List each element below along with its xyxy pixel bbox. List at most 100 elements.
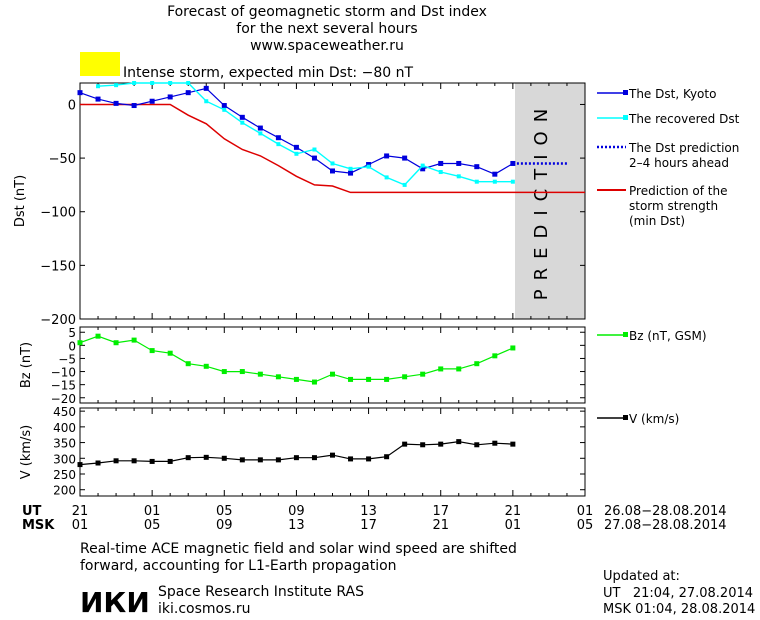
speed-point [438, 441, 444, 447]
y-tick-label: −150 [40, 259, 76, 274]
storm-strength-prediction-line [80, 103, 585, 194]
speed-point [330, 452, 335, 458]
bz-point [293, 376, 299, 382]
y-tick-label: 300 [53, 452, 76, 466]
speed-point [348, 456, 354, 462]
msk-axis-label: MSK [22, 518, 55, 533]
y-tick-label: −15 [51, 379, 76, 393]
dst-kyoto-point [420, 166, 426, 172]
speed-point [131, 458, 137, 464]
chart-title-line2: for the next several hours [236, 21, 417, 37]
ut-tick-label: 21 [505, 504, 522, 519]
storm-strength-legend-label: (min Dst) [629, 214, 685, 228]
dst-recovered-point [510, 179, 515, 184]
bz-legend-marker [623, 332, 628, 337]
dst-prediction-legend-label: The Dst prediction [628, 141, 739, 155]
dst-recovered-point [276, 142, 281, 147]
bz-point [384, 376, 390, 382]
ut-tick-label: 05 [216, 504, 233, 519]
speed-plot-frame [79, 407, 586, 497]
dst-legend: The Dst, Kyoto The recovered Dst The Dst p… [597, 87, 740, 228]
bz-point [221, 369, 227, 375]
bz-point [366, 376, 372, 382]
speed-line [79, 440, 513, 466]
bz-legend-label: Bz (nT, GSM) [629, 329, 707, 343]
updated-msk: MSK 01:04, 28.08.2014 [603, 602, 755, 617]
bz-point [275, 374, 281, 380]
dst-recovered-point [420, 163, 425, 168]
bz-point [420, 371, 426, 377]
speed-legend: V (km/s) [597, 412, 679, 426]
bz-point [510, 345, 516, 351]
storm-strength-legend-label: Prediction of the [629, 184, 728, 198]
dst-series-layer [77, 81, 585, 194]
speed-point [420, 442, 426, 448]
speed-point [293, 455, 299, 461]
y-tick-label: −20 [51, 392, 76, 406]
dst-recovered-point [330, 161, 335, 166]
msk-tick-label: 13 [288, 518, 305, 533]
speed-point [185, 455, 191, 461]
dst-kyoto-point [293, 144, 299, 150]
bz-point [167, 350, 173, 356]
y-tick-label: 0 [68, 98, 76, 113]
msk-date-range: 27.08−28.08.2014 [604, 518, 727, 533]
ut-axis-label: UT [22, 504, 42, 519]
ut-tick-label: 17 [432, 504, 449, 519]
chart-title-url: www.spaceweather.ru [250, 38, 404, 54]
msk-tick-label: 01 [72, 518, 89, 533]
speed-point [167, 458, 173, 464]
dst-recovered-point [114, 83, 119, 88]
iki-logo: ИКИ [80, 586, 150, 619]
bz-panel: 50−5−10−15−20 Bz (nT) Bz (nT, GSM) [19, 326, 707, 406]
speed-point [257, 457, 263, 463]
y-tick-label: 400 [53, 421, 76, 435]
speed-point [275, 457, 281, 463]
dst-recovered-point [348, 166, 353, 171]
bz-point [257, 371, 263, 377]
dst-recovered-point [168, 81, 173, 85]
bz-point [311, 379, 317, 385]
speed-y-axis-label: V (km/s) [19, 425, 34, 480]
dst-kyoto-point [330, 168, 335, 174]
prediction-band [515, 83, 585, 319]
y-tick-label: 250 [53, 468, 76, 482]
msk-tick-label: 17 [360, 518, 377, 533]
dst-recovered-point [312, 147, 317, 152]
dst-kyoto-point [203, 85, 209, 91]
bz-point [492, 353, 498, 359]
speed-point [366, 456, 372, 462]
dst-recovered-line [97, 82, 513, 186]
dst-recovered-legend-label: The recovered Dst [628, 112, 740, 126]
dst-kyoto-point [185, 90, 191, 96]
speed-legend-label: V (km/s) [629, 412, 679, 426]
dst-recovered-point [240, 120, 245, 125]
institute-website[interactable]: iki.cosmos.ru [158, 601, 250, 617]
speed-point [149, 458, 155, 464]
dst-kyoto-point [402, 155, 408, 161]
y-tick-label: 350 [53, 437, 76, 451]
dst-recovered-point [186, 81, 191, 85]
speed-point [221, 455, 227, 461]
dst-recovered-point [204, 99, 209, 104]
dst-recovered-point [132, 81, 137, 85]
bz-line [79, 335, 514, 383]
dst-kyoto-point [311, 155, 317, 161]
msk-tick-label: 05 [144, 518, 161, 533]
dst-recovered-point [438, 170, 443, 175]
dst-recovered-point [492, 179, 497, 184]
speed-point [492, 440, 498, 446]
dst-kyoto-point [167, 94, 173, 100]
bz-point [203, 363, 209, 369]
speed-point [384, 454, 390, 460]
bz-point [185, 361, 191, 367]
dst-kyoto-point [456, 160, 462, 166]
ut-tick-label: 13 [360, 504, 377, 519]
dst-recovered-point [384, 175, 389, 180]
y-tick-label: 5 [68, 326, 76, 340]
dst-y-ticks: 0 −50 −100 −150 −200 [40, 83, 586, 328]
dst-recovered-point [258, 131, 263, 136]
speed-point [402, 441, 408, 447]
